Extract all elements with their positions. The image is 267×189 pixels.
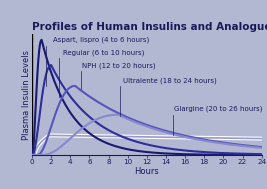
Text: Ultralente (18 to 24 hours): Ultralente (18 to 24 hours) bbox=[123, 77, 217, 84]
X-axis label: Hours: Hours bbox=[135, 167, 159, 176]
Text: NPH (12 to 20 hours): NPH (12 to 20 hours) bbox=[82, 62, 155, 69]
Text: Aspart, lispro (4 to 6 hours): Aspart, lispro (4 to 6 hours) bbox=[53, 37, 149, 43]
Y-axis label: Plasma Insulin Levels: Plasma Insulin Levels bbox=[22, 50, 31, 139]
Text: Glargine (20 to 26 hours): Glargine (20 to 26 hours) bbox=[174, 106, 262, 112]
Text: Profiles of Human Insulins and Analogues: Profiles of Human Insulins and Analogues bbox=[32, 22, 267, 32]
Text: Regular (6 to 10 hours): Regular (6 to 10 hours) bbox=[63, 49, 144, 56]
